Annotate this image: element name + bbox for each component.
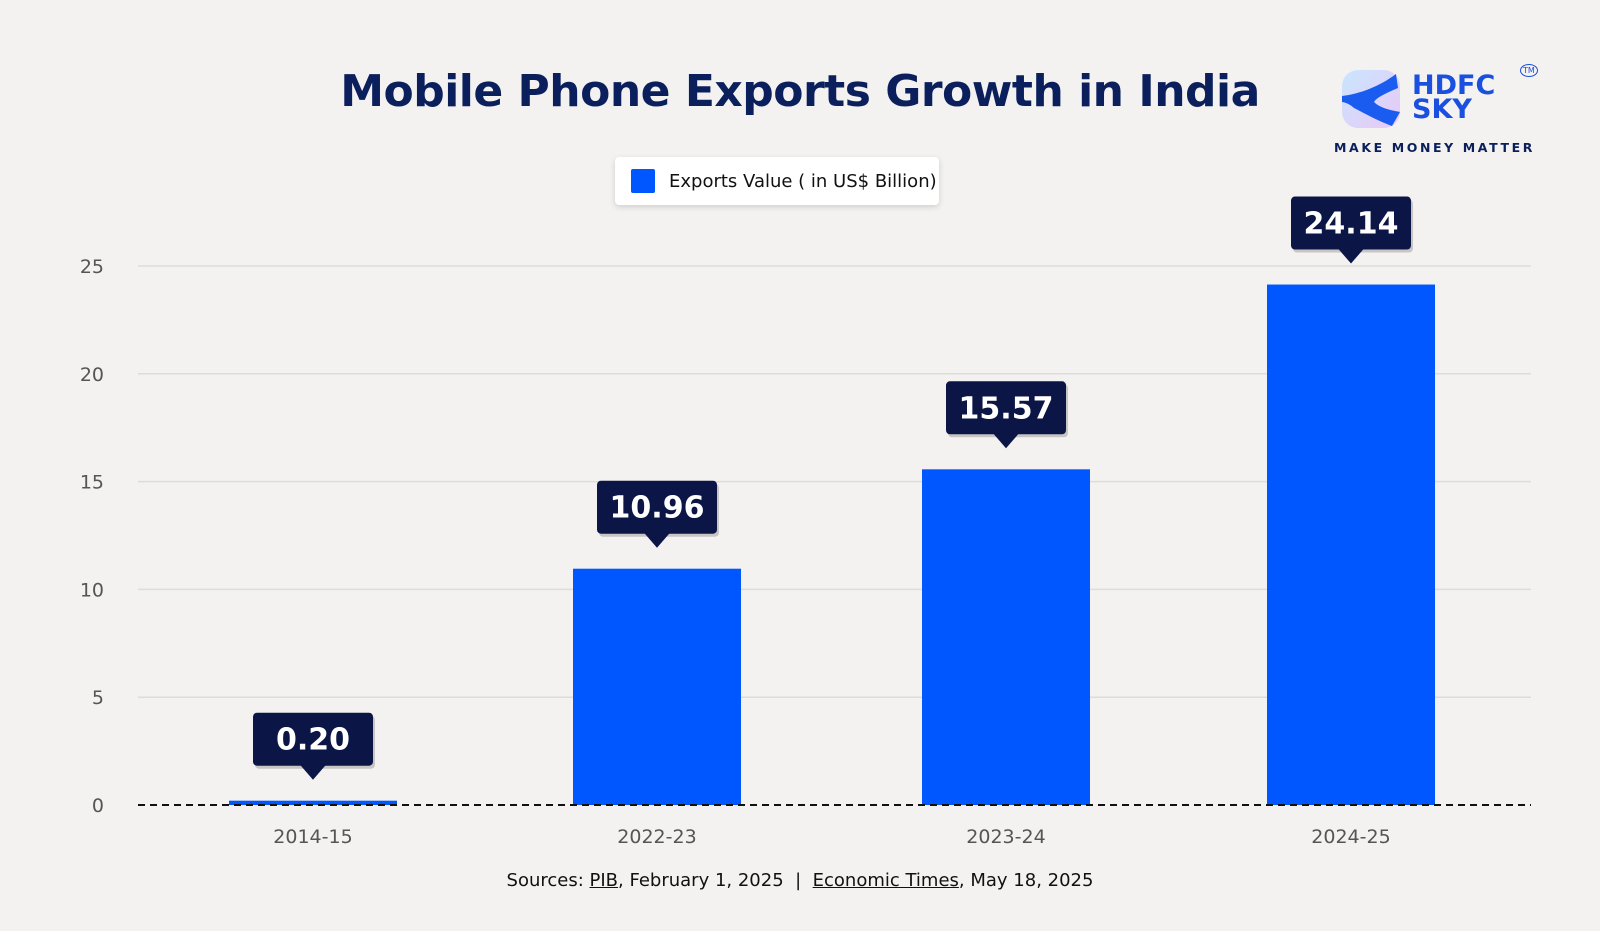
- y-tick-label: 10: [80, 579, 104, 601]
- bar: [922, 469, 1090, 805]
- x-tick-label: 2024-25: [1311, 826, 1390, 848]
- trademark: TM: [1520, 64, 1538, 77]
- bar: [573, 568, 741, 805]
- callout-pointer: [644, 532, 670, 548]
- legend-swatch: [631, 169, 655, 193]
- x-tick-label: 2022-23: [617, 826, 696, 848]
- y-tick-label: 25: [80, 256, 104, 278]
- callout-box: [946, 381, 1066, 435]
- y-tick-label: 0: [92, 795, 104, 817]
- callout-pointer: [993, 433, 1019, 449]
- logo-brand: HDFC SKY: [1412, 70, 1496, 125]
- bar: [229, 800, 397, 805]
- callout-box: [253, 712, 373, 766]
- sources-note: Sources: PIB, February 1, 2025 | Economi…: [506, 870, 1094, 891]
- legend: Exports Value ( in US$ Billion): [615, 157, 939, 205]
- logo-tagline: MAKE MONEY MATTER: [1334, 140, 1536, 155]
- hdfc-sky-logo: HDFC SKY TM MAKE MONEY MATTER: [1334, 64, 1540, 164]
- data-label: 0.20: [276, 723, 350, 758]
- data-label: 10.96: [610, 491, 705, 526]
- bar: [1267, 284, 1435, 805]
- logo-mark-icon: [1342, 70, 1400, 128]
- y-tick-label: 5: [92, 687, 104, 709]
- callout-pointer: [1338, 248, 1364, 264]
- data-label: 15.57: [959, 391, 1054, 426]
- chart-title: Mobile Phone Exports Growth in India: [340, 66, 1260, 117]
- source-link-economic-times[interactable]: Economic Times: [812, 870, 959, 891]
- callout-box: [597, 480, 717, 534]
- data-label: 24.14: [1304, 207, 1399, 242]
- y-tick-label: 15: [80, 472, 104, 494]
- source-link-pib[interactable]: PIB: [589, 870, 619, 891]
- y-tick-label: 20: [80, 364, 104, 386]
- x-tick-label: 2014-15: [273, 826, 352, 848]
- x-tick-label: 2023-24: [966, 826, 1045, 848]
- callout-pointer: [300, 764, 326, 780]
- legend-label: Exports Value ( in US$ Billion): [669, 170, 937, 192]
- callout-box: [1291, 196, 1411, 250]
